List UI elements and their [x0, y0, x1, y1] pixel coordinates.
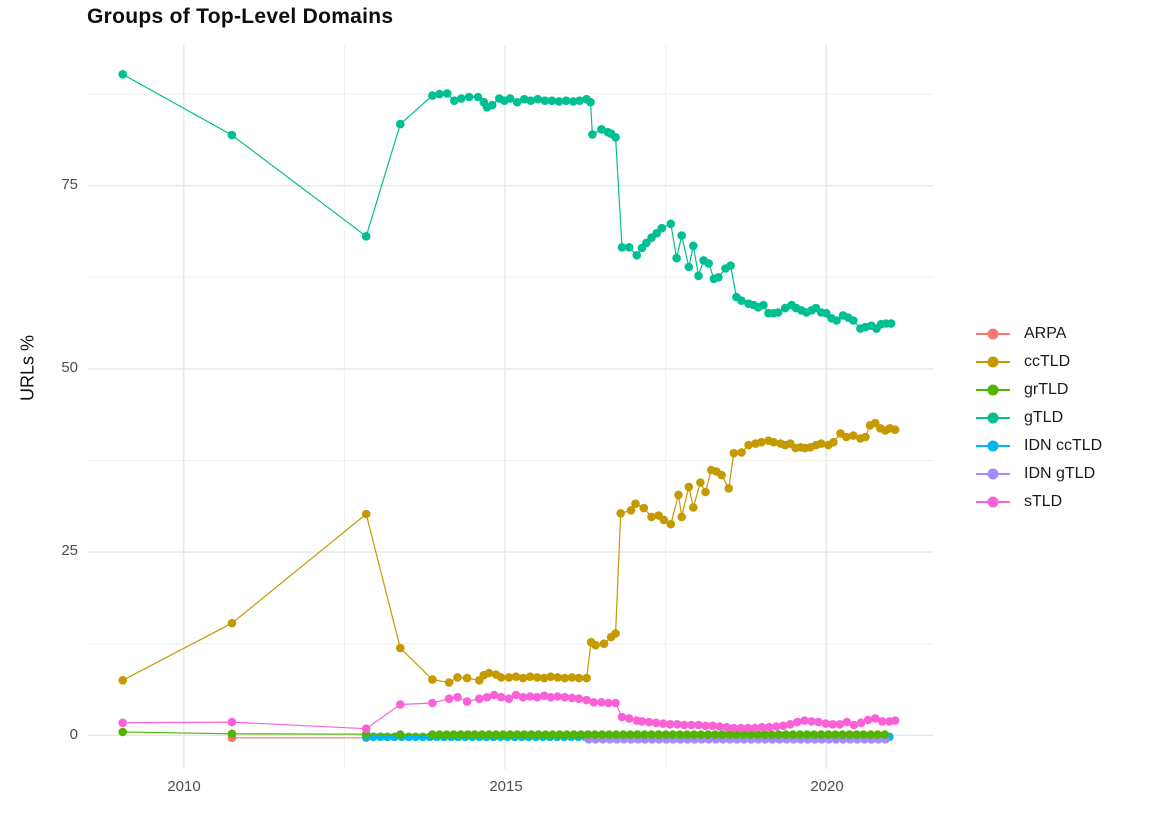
legend-label: ARPA [1024, 325, 1067, 342]
series-grtld [118, 727, 890, 739]
y-tick-label-25: 25 [61, 542, 78, 559]
legend-item-idn-cctld: IDN ccTLD [974, 432, 1102, 460]
stld-series-key-icon [976, 496, 1010, 508]
gtld-series-key-icon [976, 412, 1010, 424]
chart-title: Groups of Top-Level Domains [87, 5, 394, 28]
idn-cctld-series-key-icon [976, 440, 1010, 452]
legend-label: ccTLD [1024, 353, 1071, 370]
legend-item-grtld: grTLD [974, 376, 1102, 404]
legend-item-stld: sTLD [974, 488, 1102, 516]
grtld-series-key-icon [976, 384, 1010, 396]
legend-item-arpa: ARPA [974, 320, 1102, 348]
legend-item-idn-gtld: IDN gTLD [974, 460, 1102, 488]
arpa-series-key-icon [976, 328, 1010, 340]
cctld-series-key-icon [976, 356, 1010, 368]
legend-label: IDN ccTLD [1024, 437, 1103, 454]
legend: ARPA ccTLD grTLD gTLD IDN ccTLD IDN gTLD… [974, 320, 1102, 516]
y-tick-label-75: 75 [61, 176, 78, 193]
gridlines [88, 45, 933, 769]
x-tick-label-2020: 2020 [810, 778, 844, 795]
series-cctld [118, 418, 900, 687]
legend-item-cctld: ccTLD [974, 348, 1102, 376]
legend-label: IDN gTLD [1024, 465, 1096, 482]
legend-label: gTLD [1024, 409, 1064, 426]
legend-label: sTLD [1024, 493, 1063, 510]
x-tick-label-2010: 2010 [167, 778, 201, 795]
series-gtld [118, 70, 896, 333]
y-tick-label-50: 50 [61, 359, 78, 376]
x-tick-label-2015: 2015 [489, 778, 523, 795]
idn-gtld-series-key-icon [976, 468, 1010, 480]
series-stld [118, 690, 900, 733]
legend-label: grTLD [1024, 381, 1069, 398]
legend-item-gtld: gTLD [974, 404, 1102, 432]
y-tick-label-0: 0 [69, 726, 78, 743]
